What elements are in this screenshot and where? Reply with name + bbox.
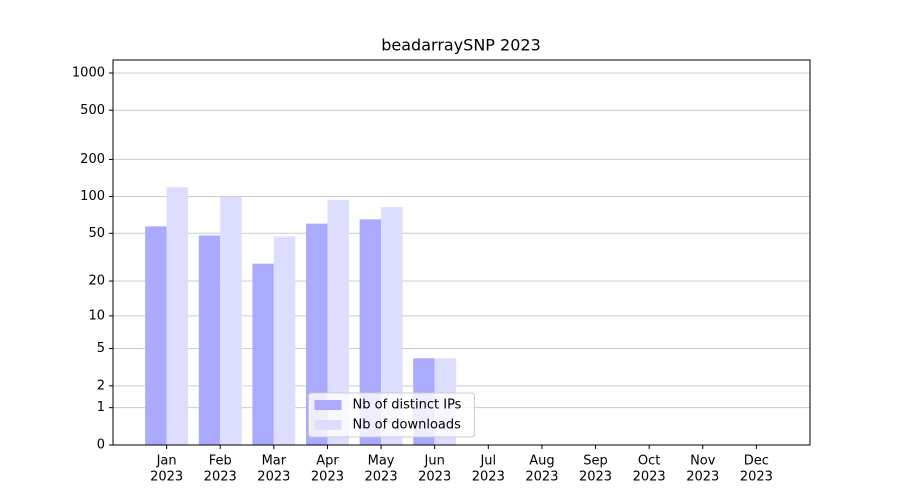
bar <box>252 263 274 445</box>
legend-swatch <box>314 420 342 430</box>
y-tick-label: 20 <box>88 274 105 289</box>
x-tick-label: Oct <box>638 454 660 469</box>
x-tick-label: 2023 <box>311 470 344 485</box>
x-tick-label: Jun <box>424 454 445 469</box>
legend-box <box>308 392 475 438</box>
x-tick-label: 2023 <box>418 470 451 485</box>
x-tick-label: Sep <box>583 454 608 469</box>
bar <box>381 207 403 445</box>
bar <box>145 226 167 445</box>
x-tick-label: Feb <box>209 454 232 469</box>
x-tick-label: Dec <box>744 454 769 469</box>
legend-label: Nb of distinct IPs <box>353 398 462 413</box>
x-tick-label: 2023 <box>633 470 666 485</box>
x-tick-label: 2023 <box>204 470 237 485</box>
bar <box>166 187 189 445</box>
x-tick-label: 2023 <box>579 470 612 485</box>
x-tick-label: Jan <box>156 454 177 469</box>
y-tick-label: 0 <box>97 438 105 453</box>
y-tick-label: 1 <box>97 400 105 415</box>
y-tick-label: 10 <box>88 308 105 323</box>
x-tick-label: 2023 <box>472 470 505 485</box>
x-tick-label: May <box>368 454 395 469</box>
x-tick-label: 2023 <box>686 470 719 485</box>
y-tick-label: 100 <box>80 189 105 204</box>
x-tick-label: 2023 <box>525 470 558 485</box>
legend-label: Nb of downloads <box>353 418 462 433</box>
y-tick-label: 500 <box>80 103 105 118</box>
x-tick-label: Mar <box>262 454 287 469</box>
y-tick-label: 200 <box>80 152 105 167</box>
y-tick-label: 50 <box>88 226 105 241</box>
y-tick-label: 5 <box>97 341 105 356</box>
x-tick-label: Apr <box>316 454 339 469</box>
bar <box>327 199 349 445</box>
x-tick-label: 2023 <box>257 470 290 485</box>
bar <box>359 219 382 445</box>
x-tick-label: Jul <box>479 454 496 469</box>
x-tick-label: Aug <box>529 454 554 469</box>
y-tick-label: 2 <box>97 378 105 393</box>
x-tick-label: 2023 <box>365 470 398 485</box>
x-tick-label: Nov <box>690 454 716 469</box>
bar <box>273 236 296 445</box>
bar <box>220 197 242 445</box>
plot-frame <box>112 59 811 446</box>
y-tick-label: 1000 <box>72 65 105 80</box>
chart-title: beadarraySNP 2023 <box>381 36 541 55</box>
bar <box>198 235 221 445</box>
bar <box>306 223 328 445</box>
legend-swatch <box>314 400 342 410</box>
x-tick-label: 2023 <box>740 470 773 485</box>
x-tick-label: 2023 <box>150 470 183 485</box>
